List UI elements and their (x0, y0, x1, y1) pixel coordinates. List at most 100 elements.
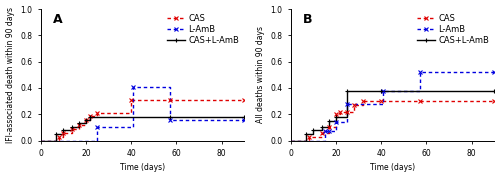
CAS+L-AmB (378, 90, 384, 92)
L-AmB (492, 71, 498, 73)
L-AmB (288, 140, 294, 142)
L-AmB (130, 126, 136, 129)
L-AmB (322, 140, 328, 142)
CAS (166, 99, 172, 101)
CAS (344, 111, 350, 113)
CAS+L-AmB (378, 90, 384, 92)
CAS (333, 113, 339, 115)
Line: CAS+L-AmB: CAS+L-AmB (290, 91, 494, 141)
L-AmB (344, 121, 350, 123)
CAS (94, 112, 100, 114)
Line: L-AmB: L-AmB (40, 87, 244, 141)
CAS+L-AmB (320, 129, 326, 131)
Line: CAS: CAS (290, 101, 494, 141)
Legend: CAS, L-AmB, CAS+L-AmB: CAS, L-AmB, CAS+L-AmB (166, 13, 240, 46)
CAS (306, 135, 312, 138)
CAS+L-AmB (60, 129, 66, 131)
L-AmB (166, 118, 172, 121)
L-AmB (380, 103, 386, 105)
CAS (360, 100, 366, 102)
Y-axis label: IFI-associated death within 90 days: IFI-associated death within 90 days (6, 7, 15, 143)
CAS+L-AmB (166, 116, 172, 118)
CAS+L-AmB (242, 116, 248, 118)
CAS (338, 111, 344, 113)
CAS (242, 99, 248, 101)
Legend: CAS, L-AmB, CAS+L-AmB: CAS, L-AmB, CAS+L-AmB (416, 13, 490, 46)
CAS (378, 100, 384, 102)
CAS (492, 100, 498, 102)
CAS+L-AmB (38, 140, 44, 142)
CAS (378, 100, 384, 102)
L-AmB (416, 71, 422, 73)
L-AmB (130, 86, 136, 88)
CAS (492, 100, 498, 102)
CAS+L-AmB (320, 126, 326, 129)
CAS (38, 140, 44, 142)
CAS+L-AmB (492, 90, 498, 92)
CAS (338, 113, 344, 115)
CAS (166, 99, 172, 101)
CAS+L-AmB (326, 120, 332, 122)
CAS+L-AmB (166, 116, 172, 118)
CAS+L-AmB (83, 122, 89, 125)
CAS+L-AmB (304, 133, 310, 135)
CAS (416, 100, 422, 102)
CAS+L-AmB (326, 126, 332, 129)
CAS+L-AmB (310, 129, 316, 131)
CAS (320, 135, 326, 138)
CAS+L-AmB (76, 126, 82, 129)
CAS+L-AmB (344, 116, 350, 118)
CAS+L-AmB (310, 133, 316, 135)
L-AmB (380, 90, 386, 92)
CAS (70, 128, 75, 130)
CAS (76, 124, 82, 126)
CAS+L-AmB (70, 129, 75, 131)
CAS (320, 132, 326, 134)
CAS (70, 132, 75, 134)
CAS+L-AmB (88, 118, 94, 121)
CAS+L-AmB (76, 122, 82, 125)
CAS+L-AmB (60, 133, 66, 135)
CAS+L-AmB (288, 140, 294, 142)
CAS+L-AmB (344, 90, 350, 92)
CAS (242, 99, 248, 101)
L-AmB (322, 130, 328, 132)
CAS (76, 128, 82, 130)
X-axis label: Time (days): Time (days) (120, 163, 165, 172)
CAS (60, 135, 66, 138)
Y-axis label: All deaths within 90 days: All deaths within 90 days (256, 26, 264, 123)
CAS (360, 104, 366, 106)
CAS (326, 132, 332, 134)
CAS (306, 140, 312, 142)
CAS+L-AmB (304, 140, 310, 142)
X-axis label: Time (days): Time (days) (370, 163, 415, 172)
CAS (56, 135, 62, 138)
CAS (128, 99, 134, 101)
Text: A: A (53, 13, 62, 26)
CAS (60, 132, 66, 134)
CAS (288, 140, 294, 142)
L-AmB (416, 90, 422, 92)
L-AmB (242, 118, 248, 121)
Line: L-AmB: L-AmB (290, 72, 494, 141)
CAS (344, 111, 350, 113)
CAS+L-AmB (492, 90, 498, 92)
CAS (88, 118, 94, 121)
CAS (333, 126, 339, 129)
CAS (351, 111, 357, 113)
Line: CAS+L-AmB: CAS+L-AmB (40, 117, 244, 141)
L-AmB (166, 86, 172, 88)
CAS+L-AmB (333, 116, 339, 118)
CAS+L-AmB (83, 118, 89, 121)
L-AmB (94, 140, 100, 142)
CAS (94, 114, 100, 117)
L-AmB (344, 103, 350, 105)
CAS+L-AmB (88, 116, 94, 118)
Text: B: B (303, 13, 312, 26)
CAS (83, 124, 89, 126)
CAS (128, 112, 134, 114)
CAS (88, 114, 94, 117)
L-AmB (94, 126, 100, 129)
CAS (416, 100, 422, 102)
CAS+L-AmB (70, 126, 75, 129)
